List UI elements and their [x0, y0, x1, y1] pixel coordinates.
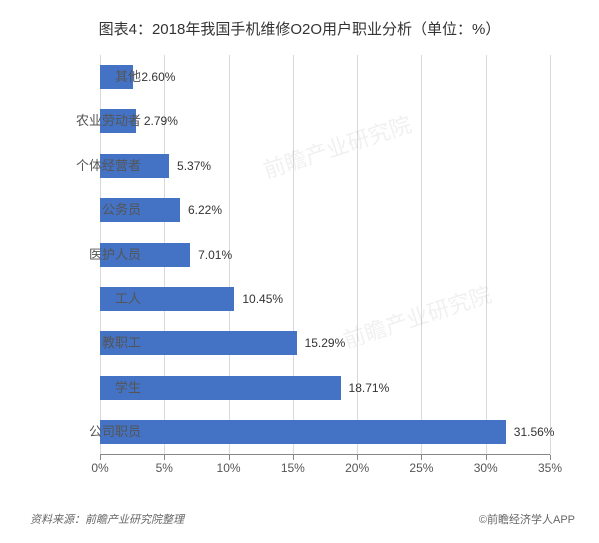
- bar-row: 7.01%: [100, 233, 550, 277]
- x-tick-label: 15%: [281, 461, 305, 475]
- bar-value-label: 5.37%: [169, 154, 211, 178]
- x-tick: [357, 455, 358, 460]
- x-tick: [164, 455, 165, 460]
- x-tick: [421, 455, 422, 460]
- chart-title: 图表4：2018年我国手机维修O2O用户职业分析（单位：%）: [0, 0, 599, 39]
- y-tick-label: 公务员: [51, 188, 141, 232]
- bar-row: 5.37%: [100, 144, 550, 188]
- x-tick: [100, 455, 101, 460]
- y-tick-label: 学生: [51, 366, 141, 410]
- x-axis-ticks: 0%5%10%15%20%25%30%35%: [100, 455, 550, 485]
- bar-value-label: 10.45%: [234, 287, 283, 311]
- bar-row: 15.29%: [100, 321, 550, 365]
- bar-row: 2.60%: [100, 55, 550, 99]
- bar-value-label: 2.79%: [136, 109, 178, 133]
- bar-row: 2.79%: [100, 99, 550, 143]
- y-tick-label: 个体经营者: [51, 144, 141, 188]
- y-tick-label: 公司职员: [51, 410, 141, 454]
- x-tick: [486, 455, 487, 460]
- x-tick-label: 0%: [91, 461, 108, 475]
- y-tick-label: 教职工: [51, 321, 141, 365]
- bar-value-label: 6.22%: [180, 198, 222, 222]
- y-tick-label: 农业劳动者: [51, 99, 141, 143]
- x-tick-label: 10%: [217, 461, 241, 475]
- x-tick-label: 5%: [156, 461, 173, 475]
- bar-value-label: 31.56%: [506, 420, 555, 444]
- bar-row: 10.45%: [100, 277, 550, 321]
- y-tick-label: 工人: [51, 277, 141, 321]
- x-tick-label: 20%: [345, 461, 369, 475]
- bar-value-label: 7.01%: [190, 243, 232, 267]
- y-tick-label: 医护人员: [51, 233, 141, 277]
- x-tick-label: 25%: [409, 461, 433, 475]
- chart-plot-area: 2.60% 2.79% 5.37% 6.22% 7.01%10.45% 15.29% 18.…: [100, 55, 550, 455]
- bar-value-label: 15.29%: [297, 331, 346, 355]
- data-bar: [100, 420, 506, 444]
- bar-row: 6.22%: [100, 188, 550, 232]
- footer-source: 资料来源：前瞻产业研究院整理: [30, 511, 184, 527]
- gridline: [550, 55, 551, 455]
- x-tick: [229, 455, 230, 460]
- x-tick-label: 30%: [474, 461, 498, 475]
- footer-attribution: ©前瞻经济学人APP: [479, 511, 575, 527]
- plot-region: 2.60% 2.79% 5.37% 6.22% 7.01%10.45% 15.29% 18.…: [100, 55, 550, 455]
- x-tick-label: 35%: [538, 461, 562, 475]
- bar-value-label: 18.71%: [341, 376, 390, 400]
- bar-row: 31.56%: [100, 410, 550, 454]
- x-tick: [550, 455, 551, 460]
- y-tick-label: 其他: [51, 55, 141, 99]
- x-tick: [293, 455, 294, 460]
- bar-row: 18.71%: [100, 366, 550, 410]
